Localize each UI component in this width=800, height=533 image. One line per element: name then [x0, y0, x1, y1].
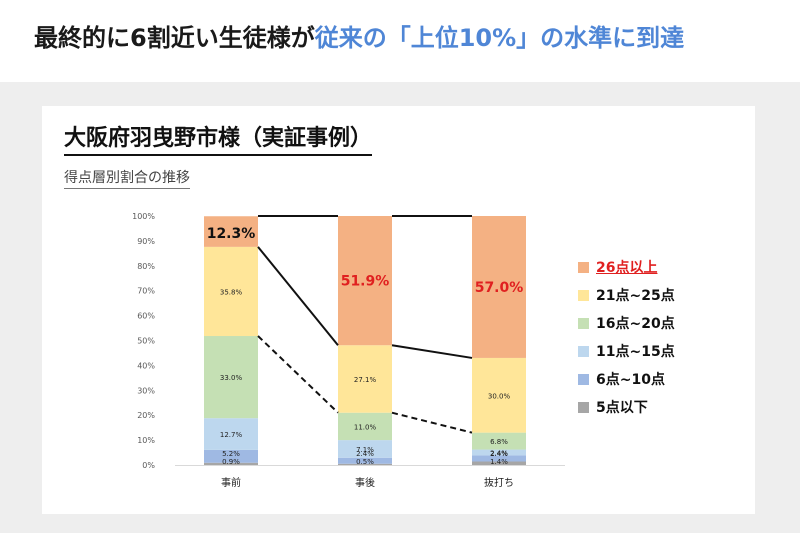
legend-swatch [578, 289, 589, 301]
y-tick-label: 40% [137, 361, 155, 370]
y-tick-label: 70% [137, 287, 155, 296]
data-label: 2.4% [490, 450, 508, 458]
bar-segment [338, 457, 392, 464]
data-label: 57.0% [475, 280, 524, 296]
y-tick-label: 80% [137, 262, 155, 271]
connector-line-upper-tiers [257, 335, 339, 414]
y-tick-label: 90% [137, 237, 155, 246]
legend-swatch [578, 317, 589, 329]
y-tick-label: 10% [137, 436, 155, 445]
data-label: 35.8% [220, 288, 243, 296]
bar-segment [338, 463, 392, 465]
data-label: 30.0% [488, 392, 511, 400]
x-category-label: 事前 [221, 476, 241, 489]
x-category-label: 事後 [355, 476, 375, 489]
legend-label: 16点~20点 [596, 316, 675, 332]
legend-label: 21点~25点 [596, 288, 675, 304]
legend-label: 6点~10点 [596, 372, 665, 388]
legend-swatch [578, 261, 589, 273]
connector-line-top-tier [257, 246, 339, 346]
data-label: 12.3% [207, 226, 256, 242]
legend-swatch [578, 373, 589, 385]
data-label: 5.2% [222, 450, 240, 458]
legend-item: 16点~20点 [578, 309, 675, 337]
data-label: 6.8% [490, 438, 508, 446]
connector-line-top-tier [391, 344, 473, 359]
legend-item: 5点以下 [578, 393, 675, 421]
data-label: 33.0% [220, 374, 243, 382]
bar-segment [472, 449, 526, 456]
data-label: 11.0% [354, 423, 377, 431]
data-label: 0.5% [356, 458, 374, 466]
chart-subtitle: 得点層別割合の推移 [64, 167, 190, 189]
bar-segment [204, 246, 258, 337]
x-category-label: 抜打ち [484, 476, 514, 489]
headline-part1: 最終的に6割近い生徒様が [34, 24, 315, 52]
y-tick-label: 0% [142, 461, 155, 470]
bar-segment [472, 461, 526, 465]
bar-segment [472, 216, 526, 358]
bar-segment [204, 449, 258, 463]
bar-segment [338, 345, 392, 413]
bar-segment [338, 216, 392, 346]
legend-label: 5点以下 [596, 400, 648, 416]
headline-banner: 最終的に6割近い生徒様が従来の「上位10%」の水準に到達 [0, 0, 800, 82]
y-tick-label: 100% [132, 212, 155, 221]
connector-line-upper-tiers [391, 411, 473, 434]
data-label: 51.9% [341, 274, 390, 290]
data-label: 0.9% [222, 458, 240, 466]
y-tick-label: 30% [137, 386, 155, 395]
data-label: 2.4% [490, 450, 508, 458]
bar-segment [204, 216, 258, 247]
data-label: 1.4% [490, 458, 508, 466]
legend-swatch [578, 345, 589, 357]
bar-segment [472, 432, 526, 450]
bar-segment [204, 418, 258, 450]
headline-part2: 従来の「上位10%」の水準に到達 [314, 24, 685, 52]
bar-segment [204, 336, 258, 419]
bar-segment [204, 462, 258, 465]
legend-label: 11点~15点 [596, 344, 675, 360]
headline-text: 最終的に6割近い生徒様が従来の「上位10%」の水準に到達 [34, 18, 684, 53]
bar-segment [338, 440, 392, 458]
legend-label: 26点以上 [596, 260, 658, 276]
data-label: 27.1% [354, 376, 377, 384]
chart-card [42, 106, 755, 514]
bar-segment [472, 357, 526, 433]
y-tick-label: 50% [137, 337, 155, 346]
chart-title: 大阪府羽曳野市様（実証事例） [64, 120, 373, 156]
legend-item: 21点~25点 [578, 281, 675, 309]
data-label: 12.7% [220, 431, 243, 439]
legend-item: 6点~10点 [578, 365, 675, 393]
y-tick-label: 60% [137, 312, 155, 321]
chart-legend: 26点以上 21点~25点 16点~20点 11点~15点 6点~10点 5点以下 [578, 253, 675, 421]
bar-segment [338, 412, 392, 441]
y-tick-label: 20% [137, 411, 155, 420]
legend-item: 26点以上 [578, 253, 675, 281]
data-label: 2.4% [356, 450, 374, 458]
legend-swatch [578, 401, 589, 413]
bar-segment [472, 455, 526, 462]
data-label: 7.1% [356, 446, 374, 454]
legend-item: 11点~15点 [578, 337, 675, 365]
